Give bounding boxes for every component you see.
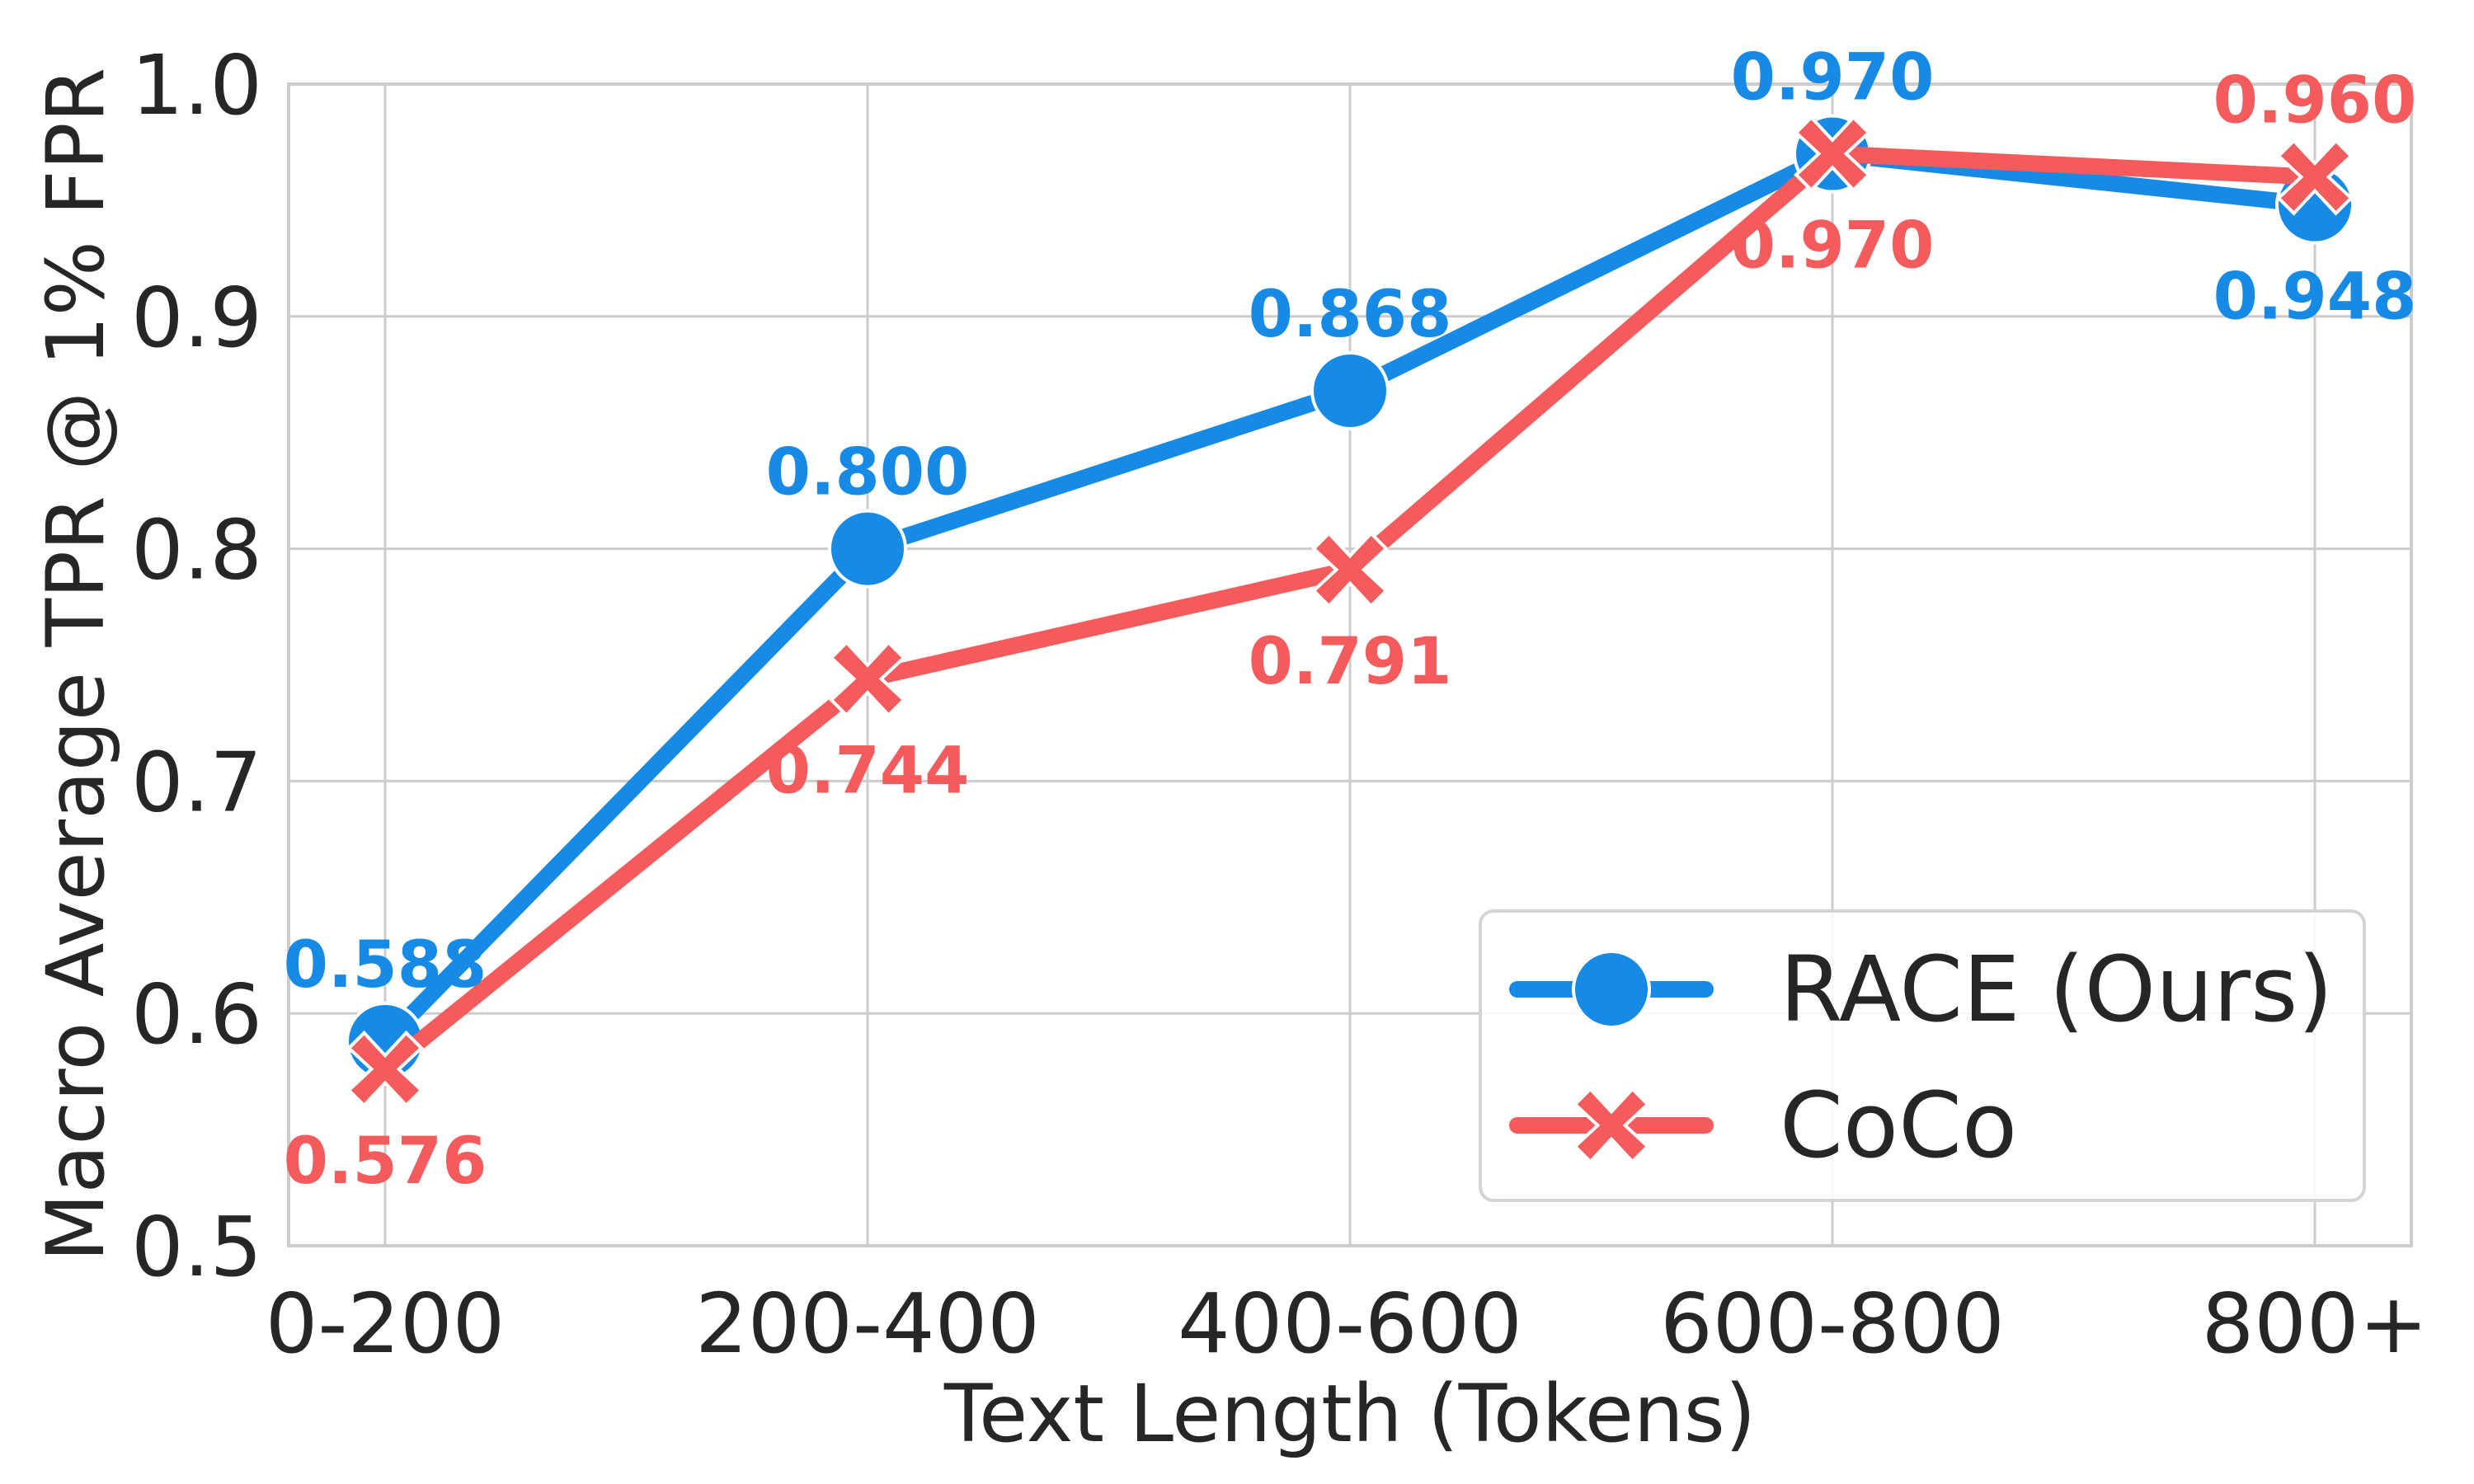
data-label: 0.800 — [766, 436, 970, 510]
legend-label-race: RACE (Ours) — [1780, 937, 2333, 1042]
legend: RACE (Ours) CoCo — [1479, 909, 2366, 1202]
circle-marker-icon — [1572, 950, 1651, 1029]
data-label: 0.970 — [1731, 41, 1935, 115]
data-label: 0.868 — [1249, 278, 1452, 352]
data-label: 0.948 — [2213, 261, 2417, 335]
y-tick-label: 0.8 — [131, 502, 262, 599]
data-label: 0.970 — [1731, 209, 1935, 284]
y-tick-label: 0.5 — [131, 1199, 262, 1295]
x-tick-label: 0-200 — [266, 1275, 506, 1372]
x-tick-labels: 0-200 200-400 400-600 600-800 800+ — [266, 1275, 2429, 1372]
circle-marker-icon — [828, 509, 907, 589]
y-tick-label: 0.6 — [131, 966, 262, 1063]
series-coco — [346, 115, 2354, 1108]
data-label: 0.576 — [284, 1125, 487, 1199]
x-marker-icon — [1794, 115, 1871, 193]
data-label: 0.791 — [1249, 625, 1452, 699]
x-marker-icon — [346, 1030, 424, 1108]
y-tick-label: 1.0 — [131, 37, 262, 134]
plot-frame — [287, 82, 2413, 1247]
data-label: 0.744 — [766, 734, 970, 808]
x-marker-icon — [2276, 138, 2354, 216]
x-tick-label: 400-600 — [1178, 1275, 1522, 1372]
legend-item-race: RACE (Ours) — [1509, 937, 2333, 1042]
y-tick-labels: 0.5 0.6 0.7 0.8 0.9 1.0 — [131, 37, 262, 1295]
x-tick-label: 600-800 — [1660, 1275, 2005, 1372]
x-tick-label: 200-400 — [695, 1275, 1040, 1372]
circle-marker-icon — [1310, 350, 1390, 430]
data-label: 0.960 — [2213, 64, 2417, 139]
legend-item-coco: CoCo — [1509, 1073, 2017, 1178]
data-label: 0.588 — [284, 928, 487, 1003]
legend-label-coco: CoCo — [1780, 1073, 2017, 1178]
data-labels: 0.588 0.800 0.868 0.970 0.948 0.576 0.744 0.791… — [284, 41, 2417, 1199]
x-axis-label: Text Length (Tokens) — [943, 1368, 1756, 1460]
y-tick-label: 0.7 — [131, 734, 262, 830]
x-marker-icon — [1311, 531, 1389, 608]
x-marker-icon — [1573, 1087, 1650, 1164]
x-marker-icon — [829, 640, 906, 718]
y-tick-label: 0.9 — [131, 270, 262, 366]
y-axis-label: Macro Average TPR @ 1% FPR — [30, 68, 122, 1262]
series — [346, 114, 2354, 1108]
x-tick-label: 800+ — [2202, 1275, 2429, 1372]
